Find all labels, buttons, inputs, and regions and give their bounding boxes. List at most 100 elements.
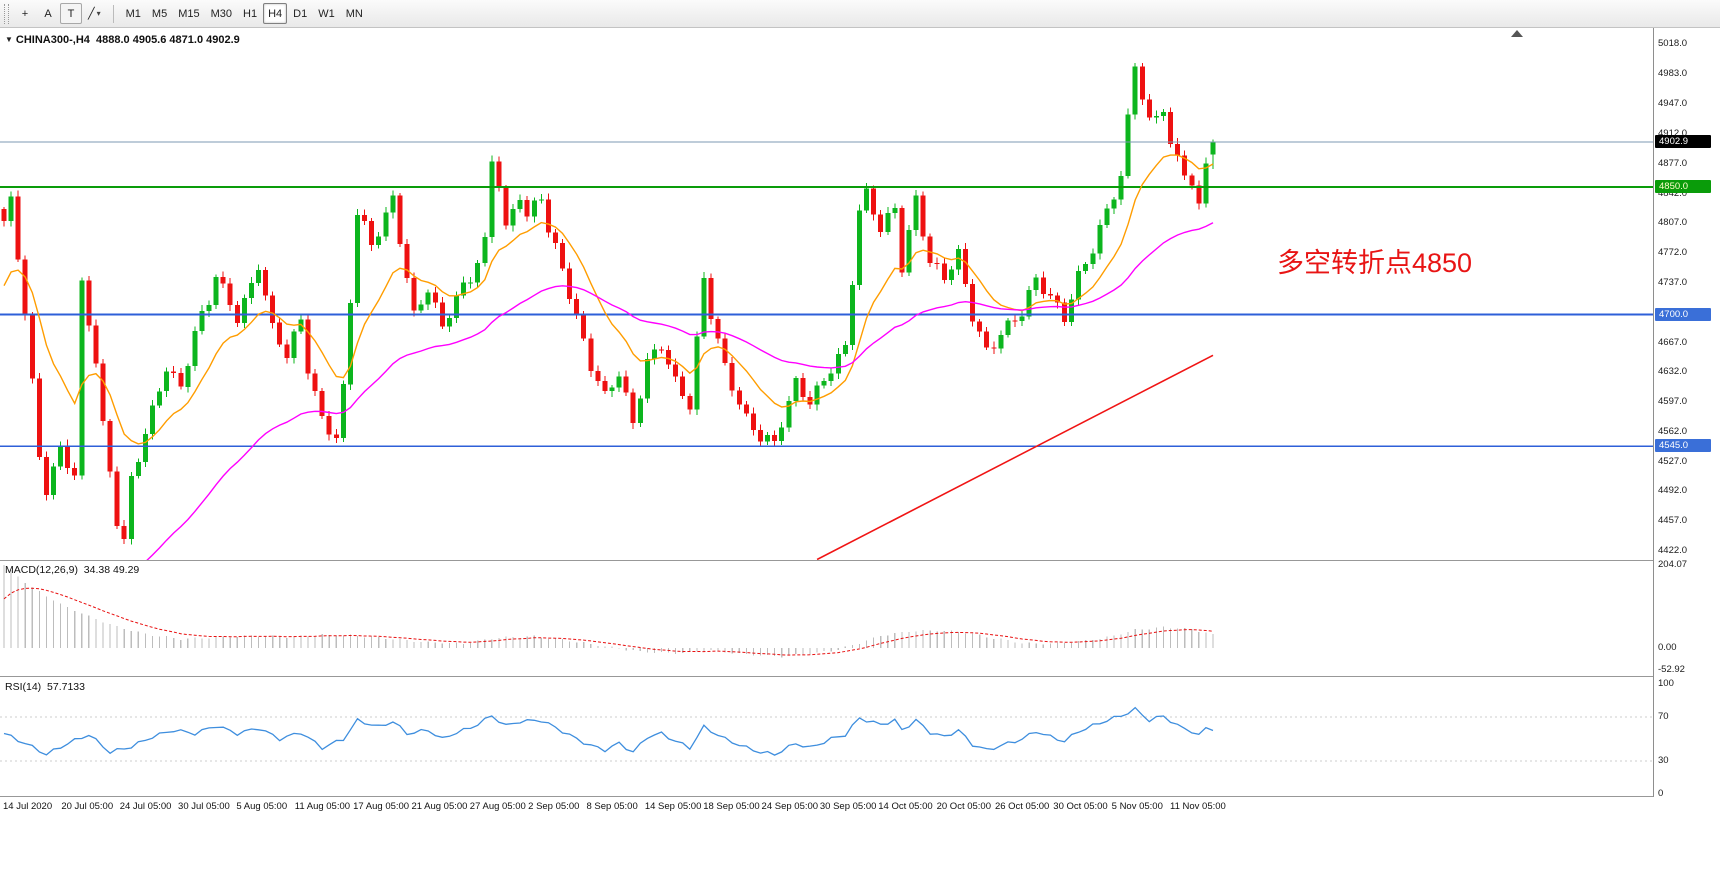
chart-area[interactable]: ▼ CHINA300-,H4 4888.0 4905.6 4871.0 4902.…: [0, 28, 1653, 798]
scale-tick-label: 30: [1658, 755, 1669, 766]
time-label: 27 Aug 05:00: [469, 801, 526, 812]
time-label: 2 Sep 05:00: [528, 801, 580, 812]
scale-tick-label: 4457.0: [1658, 515, 1688, 527]
scale-tick-label: 4737.0: [1658, 277, 1688, 289]
ohlc-readout: 4888.0 4905.6 4871.0 4902.9: [96, 34, 240, 46]
scale-tick-label: 100: [1658, 678, 1674, 689]
scale-tick-label: 4912.0: [1658, 128, 1688, 140]
timeframe-H4[interactable]: H4: [263, 3, 288, 24]
scale-tick-label: 4983.0: [1658, 67, 1688, 79]
scale-tick-label: 0.00: [1658, 642, 1677, 653]
scale-tick-label: 4562.0: [1658, 425, 1688, 437]
hline-layer: [0, 141, 1653, 448]
time-axis-separator: [0, 796, 1720, 798]
time-label: 21 Aug 05:00: [411, 801, 468, 812]
crosshair-icon: +: [21, 7, 29, 20]
chart-canvas[interactable]: [0, 28, 1653, 798]
time-label: 11 Aug 05:00: [294, 801, 351, 812]
scale-tick-label: 4632.0: [1658, 366, 1688, 378]
scale-tick-label: 4597.0: [1658, 396, 1688, 408]
scale-tick-label: 5018.0: [1658, 38, 1688, 49]
scale-tick-label: 4667.0: [1658, 336, 1688, 348]
price-tag-4902.9: 4902.9: [1655, 134, 1711, 148]
scale-tick-label: 4842.0: [1658, 187, 1688, 199]
timeframe-D1[interactable]: D1: [293, 7, 308, 20]
ma-line-12: [3, 154, 1214, 445]
text-icon: A: [44, 7, 52, 20]
scale-tick-label: 4877.0: [1658, 157, 1688, 169]
drawing-tool-buttons: + A T ╱ ▾: [14, 3, 106, 24]
timeframe-M1[interactable]: M1: [125, 7, 141, 20]
toolbar-drag-handle[interactable]: [4, 3, 9, 24]
rsi-indicator-label: RSI(14) 57.7133: [5, 681, 85, 693]
timeframe-buttons: M1 M5 M15 M30 H1 H4 D1 W1 MN: [121, 3, 368, 24]
macd-signal-line: [3, 587, 1214, 656]
annotation-text: 多空转折点4850: [1277, 248, 1473, 278]
timeframe-M5[interactable]: M5: [151, 7, 168, 20]
rsi-name: RSI(14): [5, 681, 42, 693]
time-label: 5 Aug 05:00: [236, 801, 288, 812]
text-frame-icon: T: [67, 7, 75, 20]
time-label: 20 Oct 05:00: [936, 801, 991, 812]
time-label: 18 Sep 05:00: [703, 801, 760, 812]
scale-tick-label: 4947.0: [1658, 98, 1688, 110]
macd-values: 34.38 49.29: [83, 564, 140, 576]
panel-separator-macd[interactable]: [0, 560, 1720, 562]
price-tag-4850.0: 4850.0: [1655, 179, 1711, 193]
time-axis[interactable]: 14 Jul 2020 20 Jul 05:00 24 Jul 05:00 30 Ju…: [0, 798, 1720, 816]
trendline[interactable]: [816, 354, 1214, 560]
scale-tick-label: 0: [1658, 788, 1664, 799]
draw-shapes-icon: ╱: [88, 8, 95, 20]
scale-tick-label: 4772.0: [1658, 247, 1688, 259]
timeframe-H1[interactable]: H1: [243, 7, 258, 20]
time-label: 24 Jul 05:00: [119, 801, 172, 812]
crosshair-tool-button[interactable]: +: [14, 3, 36, 24]
toolbar-separator: [112, 4, 114, 23]
main-chart-layer: [0, 63, 1653, 560]
macd-layer: [3, 565, 1214, 658]
time-label: 14 Sep 05:00: [644, 801, 702, 812]
rsi-line: [3, 706, 1214, 756]
chart-title: ▼ CHINA300-,H4 4888.0 4905.6 4871.0 4902.…: [5, 34, 240, 46]
time-label: 11 Nov 05:00: [1170, 801, 1226, 812]
rsi-value: 57.7133: [47, 681, 85, 693]
timeframe-M15[interactable]: M15: [178, 7, 200, 20]
scale-tick-label: 4527.0: [1658, 455, 1688, 467]
time-label: 8 Sep 05:00: [586, 801, 638, 812]
time-label: 24 Sep 05:00: [761, 801, 819, 812]
ma-line-45: [146, 222, 1214, 560]
time-label: 5 Nov 05:00: [1111, 801, 1163, 812]
price-tag-4545.0: 4545.0: [1655, 439, 1711, 453]
scale-tick-label: 70: [1658, 711, 1669, 722]
collapse-triangle-icon[interactable]: ▼: [5, 35, 13, 44]
draw-shapes-tool-button[interactable]: ╱ ▾: [83, 3, 106, 24]
text-tool-button[interactable]: A: [37, 3, 59, 24]
text-frame-tool-button[interactable]: T: [60, 3, 82, 24]
time-label: 26 Oct 05:00: [994, 801, 1050, 812]
time-label: 17 Aug 05:00: [353, 801, 410, 812]
time-label: 30 Sep 05:00: [819, 801, 877, 812]
scale-tick-label: 4807.0: [1658, 217, 1688, 229]
rsi-layer: [0, 706, 1653, 762]
timeframe-M30[interactable]: M30: [210, 7, 233, 20]
time-label: 20 Jul 05:00: [61, 801, 114, 812]
scale-tick-label: -52.92: [1658, 663, 1685, 675]
price-scale[interactable]: 5018.0 4983.0 4947.0 4912.0 4877.0 4842.0 4807…: [1653, 28, 1720, 799]
time-label: 14 Jul 2020: [3, 801, 53, 812]
scale-tick-label: 4492.0: [1658, 485, 1688, 497]
scale-tick-label: 204.07: [1658, 559, 1688, 570]
time-label: 14 Oct 05:00: [878, 801, 933, 812]
price-tag-4700.0: 4700.0: [1655, 307, 1711, 321]
scale-tick-label: 4422.0: [1658, 545, 1688, 556]
candles-layer: [1, 63, 1216, 545]
toolbar: + A T ╱ ▾ M1 M5 M15 M30 H1 H4 D1 W1 MN: [0, 0, 1720, 28]
time-label: 30 Oct 05:00: [1053, 801, 1108, 812]
time-label: 30 Jul 05:00: [178, 801, 230, 812]
panel-separator-rsi[interactable]: [0, 676, 1720, 678]
chart-shift-marker[interactable]: [1511, 30, 1523, 37]
caret-down-icon: ▾: [96, 9, 101, 18]
macd-name: MACD(12,26,9): [5, 564, 78, 576]
timeframe-MN[interactable]: MN: [345, 7, 363, 20]
timeframe-W1[interactable]: W1: [318, 7, 335, 20]
